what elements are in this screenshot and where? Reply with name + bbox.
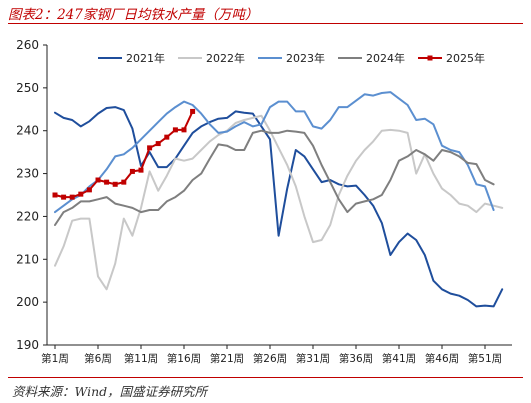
- series-line: [54, 91, 495, 214]
- source-divider: [8, 377, 523, 378]
- y-tick-label: 230: [16, 167, 39, 181]
- x-tick-label: 第16周: [167, 352, 201, 365]
- series-4: [52, 108, 196, 200]
- data-point: [86, 187, 92, 193]
- x-tick-label: 第21周: [210, 352, 244, 365]
- legend-label: 2025年: [446, 51, 485, 65]
- x-tick-label: 第1周: [41, 352, 69, 365]
- data-point: [190, 108, 196, 114]
- series-1: [54, 114, 504, 291]
- x-tick-label: 第41周: [382, 352, 416, 365]
- y-tick-label: 240: [16, 124, 39, 138]
- legend-marker: [427, 55, 433, 61]
- series-0: [54, 106, 504, 308]
- legend-item: 2025年: [418, 51, 485, 65]
- legend: 2021年 2022年 2023年 2024年 2025年: [98, 51, 485, 65]
- legend-item: 2022年: [178, 51, 245, 65]
- legend-item: 2024年: [338, 51, 405, 65]
- x-tick-label: 第11周: [124, 352, 158, 365]
- series-2: [54, 91, 495, 214]
- legend-label: 2023年: [286, 51, 325, 65]
- data-point: [69, 194, 75, 200]
- legend-item: 2023年: [258, 51, 325, 65]
- data-point: [95, 177, 101, 183]
- y-tick-label: 210: [16, 252, 39, 266]
- y-tick-label: 260: [16, 38, 39, 52]
- y-tick-label: 250: [16, 81, 39, 95]
- data-point: [138, 167, 144, 173]
- data-point: [155, 141, 161, 147]
- data-point: [78, 191, 84, 197]
- data-point: [172, 127, 178, 133]
- series-line: [54, 106, 504, 308]
- x-tick-label: 第31周: [296, 352, 330, 365]
- data-point: [164, 134, 170, 140]
- x-tick-label: 第36周: [339, 352, 373, 365]
- x-tick-label: 第51周: [468, 352, 502, 365]
- data-point: [104, 179, 110, 185]
- data-point: [121, 179, 127, 185]
- series-line: [54, 114, 504, 291]
- data-point: [52, 192, 58, 198]
- series-line: [54, 129, 495, 226]
- legend-label: 2024年: [366, 51, 405, 65]
- y-tick-label: 220: [16, 209, 39, 223]
- data-point: [147, 145, 153, 151]
- series-3: [54, 129, 495, 226]
- source-note: 资料来源：Wind，国盛证券研究所: [12, 384, 208, 399]
- data-point: [112, 181, 118, 187]
- series-layer: [52, 91, 504, 308]
- figure-title: 图表2：247家钢厂日均铁水产量（万吨）: [8, 7, 259, 23]
- data-point: [181, 127, 187, 133]
- data-point: [129, 168, 135, 174]
- x-tick-label: 第6周: [84, 352, 112, 365]
- title-divider: [8, 23, 523, 24]
- legend-item: 2021年: [98, 51, 165, 65]
- data-point: [61, 194, 67, 200]
- legend-label: 2022年: [206, 51, 245, 65]
- x-tick-label: 第26周: [253, 352, 287, 365]
- x-tick-label: 第46周: [425, 352, 459, 365]
- legend-label: 2021年: [126, 51, 165, 65]
- y-tick-label: 190: [16, 338, 39, 352]
- y-tick-label: 200: [16, 295, 39, 309]
